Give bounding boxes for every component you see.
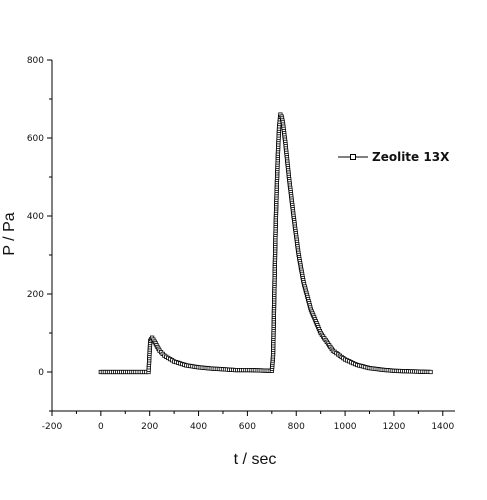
y-axis-title: P / Pa — [1, 212, 18, 255]
y-tick-label: 400 — [27, 212, 44, 222]
x-tick-label: 400 — [190, 422, 207, 432]
x-tick-label: 800 — [288, 422, 305, 432]
x-tick-label: 600 — [239, 422, 256, 432]
x-tick-label: 0 — [98, 422, 104, 432]
legend-marker — [350, 154, 356, 160]
x-axis-title: t / sec — [234, 451, 277, 468]
y-tick-label: 200 — [27, 290, 44, 300]
axes — [51, 60, 455, 412]
tick-marks — [47, 59, 444, 416]
data-point — [428, 369, 433, 375]
x-tick-label: 200 — [141, 422, 158, 432]
y-tick-label: 600 — [27, 134, 44, 144]
y-tick-label: 800 — [27, 56, 44, 66]
legend-label: Zeolite 13X — [372, 150, 450, 164]
y-tick-label: 0 — [38, 368, 44, 378]
tick-labels: -200 0 200 400 600 800 1000 1200 1400 0 200 400 600 8… — [27, 56, 455, 432]
legend: Zeolite 13X — [338, 150, 450, 164]
plot-series — [98, 112, 433, 375]
x-tick-label: -200 — [42, 422, 63, 432]
x-tick-label: 1200 — [382, 422, 405, 432]
x-tick-label: 1000 — [334, 422, 357, 432]
x-tick-label: 1400 — [431, 422, 454, 432]
